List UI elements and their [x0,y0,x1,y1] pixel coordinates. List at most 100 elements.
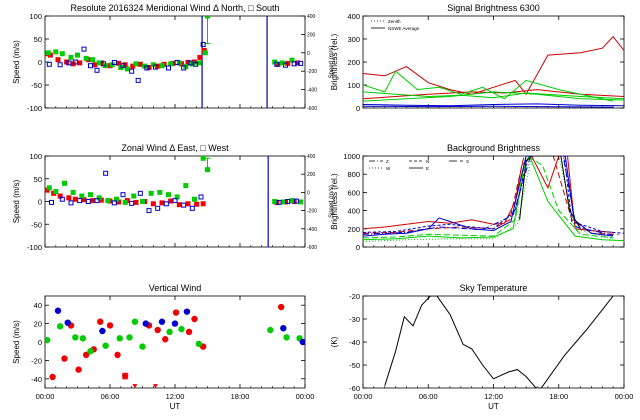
panel-title: Sky Temperature [460,283,528,293]
data-point-blue [153,64,158,70]
data-point-blue [146,208,152,214]
series-line-green-2 [363,156,614,239]
data-point-red [72,196,78,202]
right-tick-label: 0 [307,190,310,196]
right-axis-label: Speed (m/s) [329,185,335,218]
data-point-green [200,156,206,161]
data-point-red [162,336,169,343]
plot-area [363,156,624,242]
data-point-blue [183,308,191,315]
data-point-green [79,193,85,199]
x-tick-label: 18:00 [549,392,568,401]
data-point-blue [144,65,150,71]
panel-title: Background Brightness [447,143,541,153]
y-tick-label: 100 [347,81,360,90]
data-point-green [46,185,52,191]
x-tick-label: 18:00 [231,392,250,401]
series-line-temperature [384,296,614,388]
right-tick-label: 400 [307,14,316,20]
data-point-blue [193,61,199,67]
plot-area [45,16,304,108]
offscale-marker [132,384,138,388]
y-tick-label: -30 [349,315,360,324]
data-point-green [131,193,137,199]
data-point-red [154,326,161,334]
x-tick-label: 00:00 [615,392,634,401]
data-point-blue [99,327,106,335]
panel-title: Vertical Wind [149,283,202,293]
data-point-green [122,199,128,205]
data-point-green [140,199,145,204]
right-tick-label: 200 [307,32,316,38]
y-tick-label: 100 [29,152,42,161]
series-line-blue-1 [363,103,624,107]
plot-area [45,303,305,388]
series-line-red-2 [363,156,619,235]
data-point-green [62,180,67,186]
data-point-green [68,54,74,60]
series-line-blue-1 [363,156,614,237]
data-point-green [59,51,65,57]
legend-label: NSWE Average [388,26,420,31]
data-point-green [280,199,286,205]
data-point-red [133,199,139,205]
data-point-red [75,366,82,373]
x-tick-label: 12:00 [484,392,503,401]
data-point-blue [59,196,65,202]
y-tick-label: -60 [349,384,360,393]
y-tick-label: -50 [31,81,42,90]
right-tick-label: -600 [307,106,317,112]
data-point-green [126,334,133,341]
x-tick-label: 06:00 [101,392,120,401]
panel-background: Background Brightness 0 200 400 600 800 1000 Br… [330,143,625,252]
offscale-marker [153,384,158,388]
y-tick-label: -40 [349,338,360,347]
data-point-red [159,200,165,206]
data-point-blue [94,67,100,73]
panel-zonal: Zonal Wind Δ East, □ West -100 -50 0 50 100 -6… [12,143,335,252]
data-point-blue [57,62,63,68]
data-point-red [92,62,98,68]
data-point-green [131,318,139,325]
data-point-green [70,189,76,195]
y-axis-label: Speed (m/s) [12,320,21,364]
data-point-blue [68,200,74,206]
right-axis-label: Speed (m/s) [329,46,335,79]
data-point-blue [72,59,78,65]
data-point-red [176,202,182,208]
plot-area [384,296,614,388]
data-point-green [83,55,89,61]
y-tick-label: 400 [347,207,360,216]
x-axis-label: UT [170,402,181,411]
panel-meridional: Resolute 2016324 Meridional Wind Δ North… [12,3,335,113]
data-point-green [168,61,174,67]
data-point-green [157,189,163,195]
data-point-green [192,196,197,202]
data-point-red [200,201,206,207]
data-point-blue [280,325,287,332]
plot-area [363,35,624,108]
data-point-green [90,57,96,63]
y-tick-label: 0 [38,198,42,207]
data-point-green [178,325,185,333]
data-point-green [79,335,87,342]
y-axis-label: (K) [330,336,339,347]
data-point-blue [120,63,126,69]
panel-title: Zonal Wind Δ East, □ West [121,143,229,153]
data-point-green [124,66,130,72]
data-point-green [196,60,202,66]
data-point-red [49,373,56,381]
data-point-blue [158,318,166,325]
data-point-green [72,334,79,341]
data-point-green [75,52,80,58]
data-point-blue [274,61,280,67]
y-tick-label: 600 [347,188,360,197]
right-tick-label: -400 [307,227,317,233]
y-tick-label: -20 [31,356,42,365]
y-tick-label: 0 [38,58,42,67]
data-point-green [202,50,208,56]
y-tick-label: 400 [347,12,360,21]
panel-title: Resolute 2016324 Meridional Wind Δ North… [70,3,279,13]
data-point-blue [142,320,149,327]
data-point-green [148,190,154,196]
